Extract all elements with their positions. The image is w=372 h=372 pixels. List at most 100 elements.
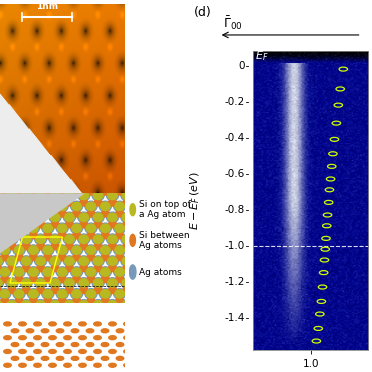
Circle shape xyxy=(10,338,20,343)
Circle shape xyxy=(19,363,26,367)
Circle shape xyxy=(11,343,19,347)
Circle shape xyxy=(64,336,71,340)
Circle shape xyxy=(116,232,124,239)
Circle shape xyxy=(80,221,88,228)
Circle shape xyxy=(15,188,23,195)
Circle shape xyxy=(32,331,42,336)
Circle shape xyxy=(49,350,56,353)
Circle shape xyxy=(14,268,24,276)
Circle shape xyxy=(63,256,76,266)
Circle shape xyxy=(109,221,116,228)
Circle shape xyxy=(55,352,65,357)
Circle shape xyxy=(123,199,131,206)
Circle shape xyxy=(100,268,110,276)
Circle shape xyxy=(78,234,90,244)
Circle shape xyxy=(101,210,109,217)
Circle shape xyxy=(7,191,17,200)
Circle shape xyxy=(43,246,52,254)
Circle shape xyxy=(43,224,52,232)
Circle shape xyxy=(122,331,132,336)
Circle shape xyxy=(79,235,89,243)
Circle shape xyxy=(123,286,131,294)
Circle shape xyxy=(94,199,102,206)
Circle shape xyxy=(0,338,5,343)
Circle shape xyxy=(79,350,86,353)
Circle shape xyxy=(49,234,61,244)
Circle shape xyxy=(87,188,95,195)
Circle shape xyxy=(108,257,117,265)
Circle shape xyxy=(29,276,38,283)
Circle shape xyxy=(42,245,54,256)
Circle shape xyxy=(77,345,87,350)
Circle shape xyxy=(40,366,50,371)
Circle shape xyxy=(72,224,81,232)
Circle shape xyxy=(114,289,126,299)
Circle shape xyxy=(85,324,95,330)
Circle shape xyxy=(122,359,132,364)
Circle shape xyxy=(122,345,132,350)
Circle shape xyxy=(55,324,65,330)
Circle shape xyxy=(15,254,23,261)
Circle shape xyxy=(58,254,66,261)
Circle shape xyxy=(48,331,58,336)
Circle shape xyxy=(36,199,45,206)
Circle shape xyxy=(14,202,24,211)
Circle shape xyxy=(1,210,9,217)
Circle shape xyxy=(50,235,60,243)
Circle shape xyxy=(93,191,103,200)
Circle shape xyxy=(56,201,68,212)
Circle shape xyxy=(58,298,66,305)
Circle shape xyxy=(49,299,61,310)
Circle shape xyxy=(26,356,34,360)
Circle shape xyxy=(94,363,101,367)
Circle shape xyxy=(87,210,95,217)
Circle shape xyxy=(93,331,103,336)
Circle shape xyxy=(122,213,132,221)
Circle shape xyxy=(20,299,32,310)
Circle shape xyxy=(101,254,109,261)
Circle shape xyxy=(29,298,38,305)
Circle shape xyxy=(65,213,74,221)
Circle shape xyxy=(108,331,118,336)
Circle shape xyxy=(122,279,132,287)
Circle shape xyxy=(87,276,95,283)
Circle shape xyxy=(56,223,68,234)
Circle shape xyxy=(0,352,5,357)
Circle shape xyxy=(78,299,90,310)
Circle shape xyxy=(57,290,67,298)
Circle shape xyxy=(10,366,20,371)
Circle shape xyxy=(41,356,49,360)
Circle shape xyxy=(13,223,25,234)
Circle shape xyxy=(22,301,31,309)
Circle shape xyxy=(48,345,58,350)
Circle shape xyxy=(58,188,66,195)
Text: -1.4: -1.4 xyxy=(225,312,245,323)
Circle shape xyxy=(0,221,1,228)
Circle shape xyxy=(29,268,38,276)
Circle shape xyxy=(108,359,118,364)
Circle shape xyxy=(15,210,23,217)
Text: -0.8: -0.8 xyxy=(225,205,245,215)
Circle shape xyxy=(48,359,58,364)
Circle shape xyxy=(1,254,9,261)
Circle shape xyxy=(130,234,135,246)
Circle shape xyxy=(0,245,11,256)
Circle shape xyxy=(71,343,79,347)
Circle shape xyxy=(106,278,119,288)
Circle shape xyxy=(63,190,76,201)
Circle shape xyxy=(6,278,18,288)
Circle shape xyxy=(6,234,18,244)
Circle shape xyxy=(1,232,9,239)
Circle shape xyxy=(101,298,109,305)
Circle shape xyxy=(101,188,109,195)
Circle shape xyxy=(55,338,65,343)
Circle shape xyxy=(85,289,97,299)
Circle shape xyxy=(124,336,131,340)
Circle shape xyxy=(56,343,64,347)
Circle shape xyxy=(64,350,71,353)
Circle shape xyxy=(65,199,73,206)
Circle shape xyxy=(22,199,30,206)
Circle shape xyxy=(19,336,26,340)
Circle shape xyxy=(22,243,30,250)
Circle shape xyxy=(121,190,133,201)
